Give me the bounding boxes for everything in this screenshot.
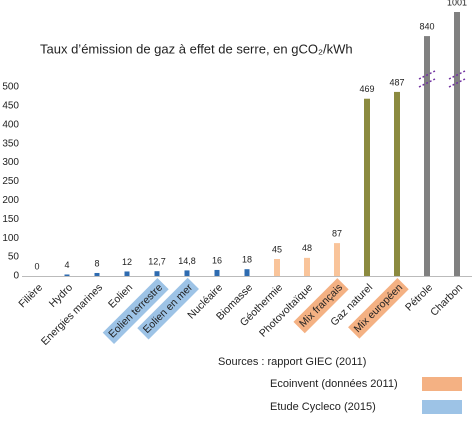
label-highlight (102, 277, 169, 344)
value-label: 8 (94, 258, 99, 268)
value-label: 0 (34, 261, 39, 271)
value-label: 487 (389, 77, 404, 87)
y-tick-label: 400 (2, 119, 19, 130)
y-tick-label: 50 (8, 252, 20, 263)
bar (304, 257, 310, 276)
x-tick-group: Hydro (47, 281, 75, 309)
value-label: 16 (212, 255, 222, 265)
x-tick-label: Hydro (47, 281, 75, 309)
value-label: 48 (302, 243, 312, 253)
label-highlight (348, 277, 409, 339)
value-label: 12,7 (148, 257, 166, 267)
bar (454, 12, 460, 276)
legend-label: Etude Cycleco (2015) (270, 401, 376, 413)
legend-label: Ecoinvent (données 2011) (270, 378, 398, 390)
bar (214, 269, 220, 276)
y-tick-label: 0 (13, 271, 19, 282)
value-label: 45 (272, 244, 282, 254)
bar (274, 258, 280, 276)
x-tick-label: Filière (16, 281, 45, 310)
bar (184, 270, 190, 276)
y-tick-label: 300 (2, 157, 19, 168)
bar (154, 271, 160, 276)
value-label: 87 (332, 228, 342, 238)
y-tick-label: 200 (2, 195, 19, 206)
bar (64, 274, 70, 276)
bar (334, 243, 340, 276)
y-tick-label: 350 (2, 138, 19, 149)
value-label: 840 (419, 21, 434, 31)
axis-break (448, 78, 466, 88)
axis-break (418, 78, 436, 88)
legend-swatch (422, 377, 462, 391)
x-tick-group: Mix européen (348, 277, 409, 339)
label-highlight (293, 278, 349, 334)
label-highlight (137, 277, 199, 340)
axis-break (448, 70, 466, 80)
bar (124, 271, 130, 276)
y-tick-label: 250 (2, 176, 19, 187)
y-tick-label: 100 (2, 233, 19, 244)
legend-swatch (422, 400, 462, 414)
value-label: 12 (122, 257, 132, 267)
x-tick-label: Charbon (428, 281, 465, 318)
axis-break (418, 70, 436, 80)
bar (424, 36, 430, 277)
y-tick-label: 500 (2, 82, 19, 93)
x-tick-group: Filière (16, 281, 45, 310)
value-label: 4 (64, 260, 69, 270)
bar (94, 272, 100, 276)
value-label: 1001 (447, 0, 467, 7)
value-label: 469 (359, 84, 374, 94)
bar (364, 98, 370, 276)
y-tick-label: 450 (2, 101, 19, 112)
bar (244, 269, 250, 276)
chart-title: Taux d’émission de gaz à effet de serre,… (40, 41, 353, 56)
source-note: Sources : rapport GIEC (2011) (218, 356, 366, 368)
value-label: 18 (242, 255, 252, 265)
x-tick-group: Charbon (428, 281, 465, 318)
bar (394, 91, 400, 276)
value-label: 14,8 (178, 256, 196, 266)
y-tick-label: 150 (2, 214, 19, 225)
